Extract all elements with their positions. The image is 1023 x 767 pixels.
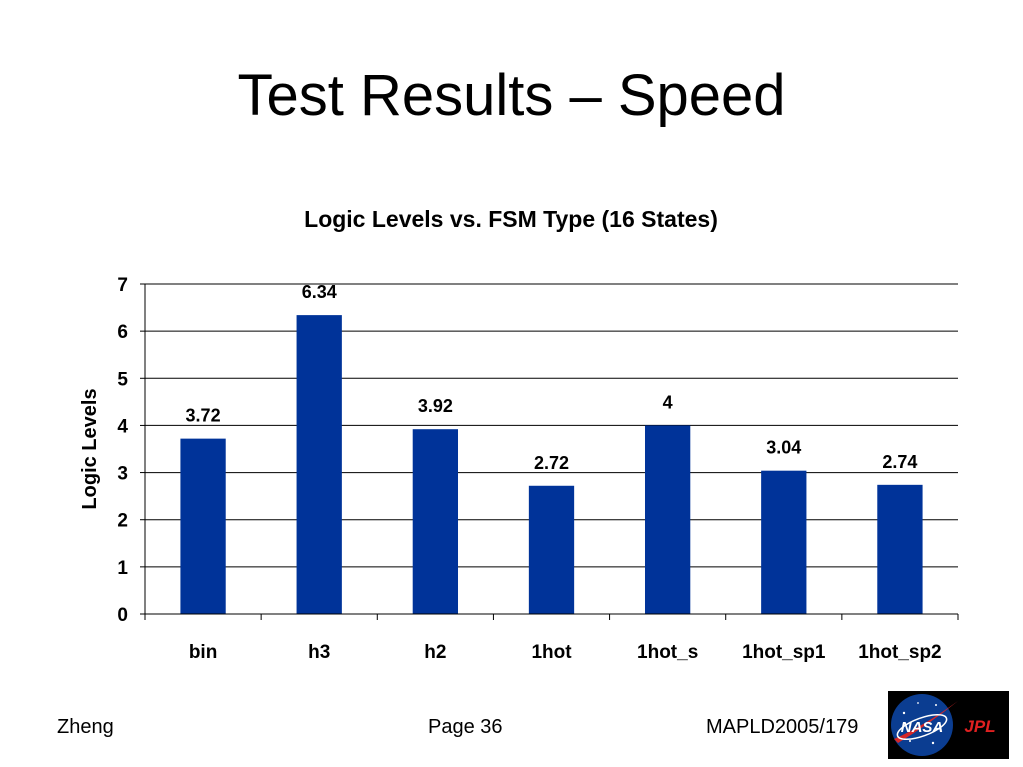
data-label-1hot_sp1: 3.04 bbox=[766, 438, 801, 458]
x-tick-label-bin: bin bbox=[189, 642, 218, 663]
footer-conference: MAPLD2005/179 bbox=[706, 716, 859, 738]
slide-title: Test Results – Speed bbox=[237, 63, 786, 128]
y-tick-label: 1 bbox=[117, 558, 128, 579]
x-tick-label-1hot: 1hot bbox=[531, 642, 572, 663]
data-label-h2: 3.92 bbox=[418, 396, 453, 416]
x-tick-label-h3: h3 bbox=[308, 642, 330, 663]
x-tick-label-1hot_sp2: 1hot_sp2 bbox=[858, 642, 941, 663]
y-tick-label: 3 bbox=[117, 464, 128, 485]
y-tick-label: 0 bbox=[117, 605, 128, 626]
data-label-h3: 6.34 bbox=[302, 282, 337, 302]
chart-title: Logic Levels vs. FSM Type (16 States) bbox=[304, 206, 718, 232]
footer-author: Zheng bbox=[57, 716, 114, 738]
bar-chart: Logic Levels vs. FSM Type (16 States) Lo… bbox=[79, 206, 959, 663]
bars bbox=[180, 315, 923, 614]
jpl-logo-icon: JPL bbox=[964, 717, 995, 736]
bar-1hot_sp2 bbox=[877, 484, 923, 614]
bar-bin bbox=[180, 438, 226, 614]
data-labels: 3.72 6.34 3.92 2.72 4 3.04 2.74 bbox=[186, 282, 918, 473]
tick-labels: 0 1 2 3 4 5 6 7 bin h3 h2 1hot 1hot_s 1hot_sp1 1hot_sp… bbox=[117, 275, 941, 663]
x-tick-label-1hot_sp1: 1hot_sp1 bbox=[742, 642, 826, 663]
bar-1hot_sp1 bbox=[761, 470, 807, 614]
y-tick-label: 2 bbox=[117, 511, 128, 532]
x-tick-label-1hot_s: 1hot_s bbox=[637, 642, 698, 663]
y-tick-label: 7 bbox=[117, 275, 128, 296]
footer-page-number: Page 36 bbox=[428, 716, 503, 738]
axes bbox=[140, 283, 959, 620]
y-tick-label: 4 bbox=[117, 416, 128, 437]
x-tick-label-h2: h2 bbox=[424, 642, 446, 663]
data-label-1hot: 2.72 bbox=[534, 453, 569, 473]
bar-1hot_s bbox=[644, 425, 691, 614]
nasa-meatball-icon: NASA bbox=[891, 694, 958, 756]
data-label-bin: 3.72 bbox=[186, 406, 221, 426]
gridlines bbox=[145, 283, 958, 568]
jpl-logo-text: JPL bbox=[964, 717, 995, 736]
data-label-1hot_sp2: 2.74 bbox=[882, 452, 917, 472]
y-tick-label: 5 bbox=[117, 369, 128, 390]
y-tick-label: 6 bbox=[117, 322, 128, 343]
nasa-logo-text: NASA bbox=[901, 719, 944, 736]
logo-banner: NASA JPL bbox=[888, 691, 1009, 759]
data-label-1hot_s: 4 bbox=[663, 392, 673, 412]
bar-1hot bbox=[528, 485, 575, 614]
bar-h3 bbox=[296, 315, 342, 614]
y-axis-label: Logic Levels bbox=[79, 388, 101, 509]
bar-h2 bbox=[412, 429, 459, 614]
